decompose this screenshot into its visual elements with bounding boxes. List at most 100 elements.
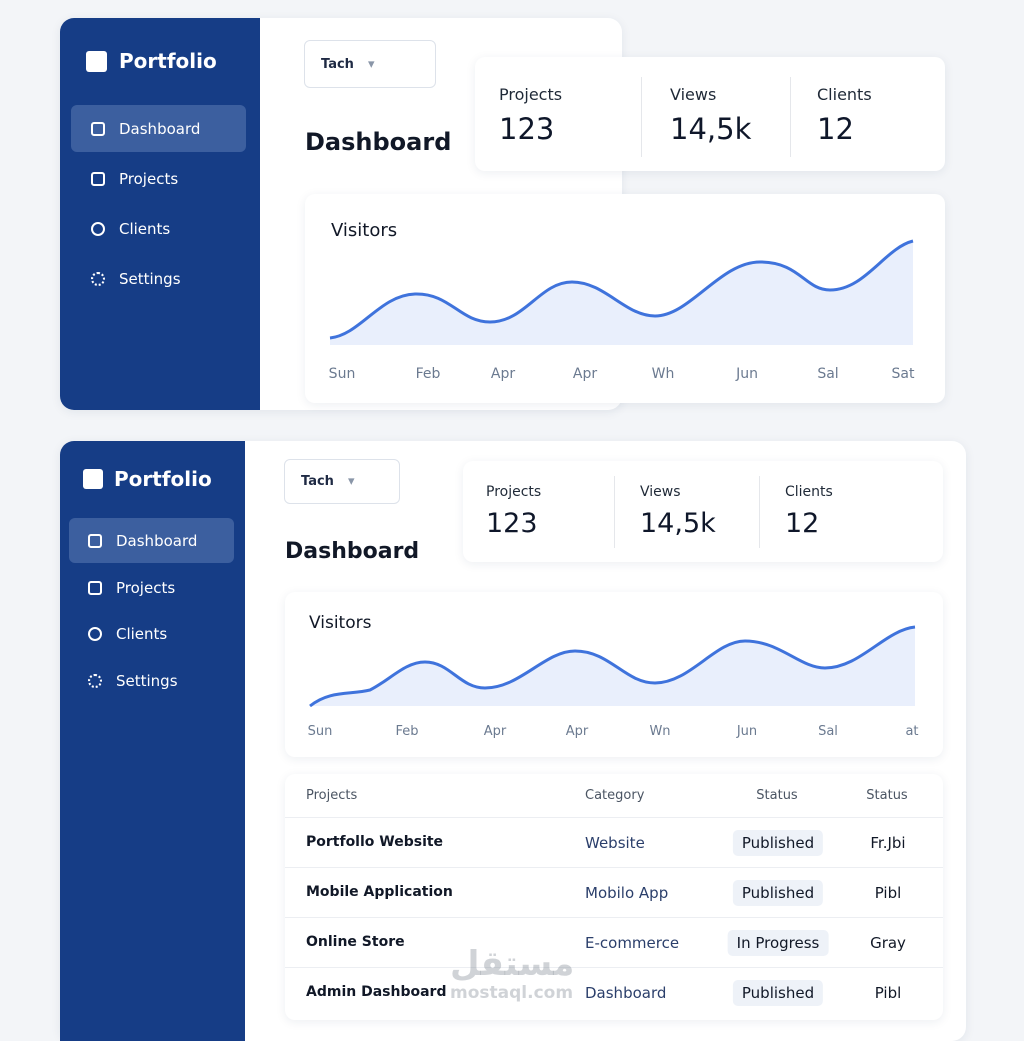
row-divider: [285, 917, 943, 918]
stat-value: 14,5k: [670, 112, 752, 146]
stat-value: 14,5k: [640, 508, 716, 539]
nav-item[interactable]: Dashboard: [71, 105, 246, 152]
logo: [83, 469, 103, 489]
icon: [88, 580, 102, 595]
x-label: Sat: [891, 366, 915, 382]
x-label: Feb: [415, 366, 441, 382]
icon: [91, 121, 105, 136]
category: E-commerce: [585, 934, 680, 952]
nav-label: Clients: [116, 624, 168, 643]
divider: [759, 476, 760, 548]
select-label: Tach: [321, 56, 354, 72]
nav-item[interactable]: Projects: [71, 155, 246, 202]
x-label: Apr: [490, 366, 516, 382]
status-badge: In Progress: [727, 930, 829, 956]
status-badge: Published: [732, 830, 824, 856]
status: Pibl: [874, 884, 902, 902]
project-name: Online Store: [306, 934, 405, 950]
nav-item[interactable]: Settings: [71, 255, 246, 302]
x-label: Apr: [483, 724, 507, 739]
stat-label: Projects: [499, 85, 563, 104]
sidebar: [60, 18, 260, 410]
chart-title: Visitors: [331, 220, 398, 241]
status: Gray: [870, 934, 906, 952]
page-title: Dashboard: [305, 128, 452, 156]
nav-label: Projects: [119, 169, 179, 188]
watermark: مستقل: [450, 944, 575, 984]
nav-label: Settings: [116, 671, 178, 690]
stats-card: [475, 57, 945, 171]
nav-label: Settings: [119, 269, 181, 288]
nav-item[interactable]: Settings: [69, 658, 234, 703]
chart-card: [285, 592, 943, 757]
chart-card: [305, 194, 945, 403]
chevron: ▾: [347, 474, 355, 489]
x-label: Sun: [328, 366, 356, 382]
stat-label: Projects: [486, 484, 542, 500]
nav-item[interactable]: Dashboard: [69, 518, 234, 563]
icon: [88, 533, 102, 548]
divider: [614, 476, 615, 548]
stats-card: [463, 461, 943, 562]
x-label: Sal: [818, 724, 838, 739]
select-label: Tach: [301, 474, 334, 489]
x-label: Sal: [817, 366, 839, 382]
select[interactable]: Tach ▾: [284, 459, 400, 504]
category: Mobilo App: [585, 884, 669, 902]
brand: Portfolio: [119, 49, 217, 73]
x-label: Apr: [572, 366, 598, 382]
chevron: ▾: [367, 56, 375, 72]
status-badge: Published: [732, 980, 824, 1006]
table-header: Status: [866, 788, 908, 803]
stat-label: Views: [640, 484, 681, 500]
nav-item[interactable]: Clients: [71, 205, 246, 252]
table-header: Projects: [306, 788, 358, 803]
logo: [86, 51, 107, 72]
x-label: Jun: [736, 366, 758, 382]
x-label: Sun: [307, 724, 333, 739]
stat-value: 12: [785, 508, 820, 539]
nav-item[interactable]: Projects: [69, 565, 234, 610]
row-divider: [285, 817, 943, 818]
x-label: Feb: [395, 724, 419, 739]
x-label: Wh: [651, 366, 675, 382]
icon: [88, 626, 102, 641]
nav-label: Dashboard: [116, 531, 198, 550]
x-label: at: [905, 724, 919, 739]
divider: [641, 77, 642, 157]
table-card: [285, 774, 943, 1020]
nav-label: Dashboard: [119, 119, 201, 138]
nav-label: Clients: [119, 219, 171, 238]
icon: [91, 271, 105, 286]
status: Fr.Jbi: [870, 834, 906, 852]
status: Pibl: [874, 984, 902, 1002]
stat-value: 12: [817, 112, 854, 146]
icon: [88, 673, 102, 688]
table-header: Status: [756, 788, 798, 803]
divider: [790, 77, 791, 157]
row-divider: [285, 867, 943, 868]
icon: [91, 171, 105, 186]
project-name: Mobile Application: [306, 884, 453, 900]
stat-value: 123: [486, 508, 538, 539]
category: Dashboard: [585, 984, 667, 1002]
stat-label: Clients: [785, 484, 833, 500]
x-label: Apr: [565, 724, 589, 739]
stat-label: Clients: [817, 85, 872, 104]
table-header: Category: [585, 788, 645, 803]
project-name: Admin Dashboard: [306, 984, 447, 1000]
stat-value: 123: [499, 112, 555, 146]
project-name: Portfollo Website: [306, 834, 444, 850]
nav-item[interactable]: Clients: [69, 611, 234, 656]
x-label: Jun: [736, 724, 758, 739]
row-divider: [285, 967, 943, 968]
brand: Portfolio: [114, 467, 212, 491]
stat-label: Views: [670, 85, 717, 104]
chart-title: Visitors: [309, 613, 372, 633]
select[interactable]: Tach ▾: [304, 40, 436, 88]
icon: [91, 221, 105, 236]
category: Website: [585, 834, 645, 852]
nav-label: Projects: [116, 578, 176, 597]
page-title: Dashboard: [285, 539, 420, 564]
